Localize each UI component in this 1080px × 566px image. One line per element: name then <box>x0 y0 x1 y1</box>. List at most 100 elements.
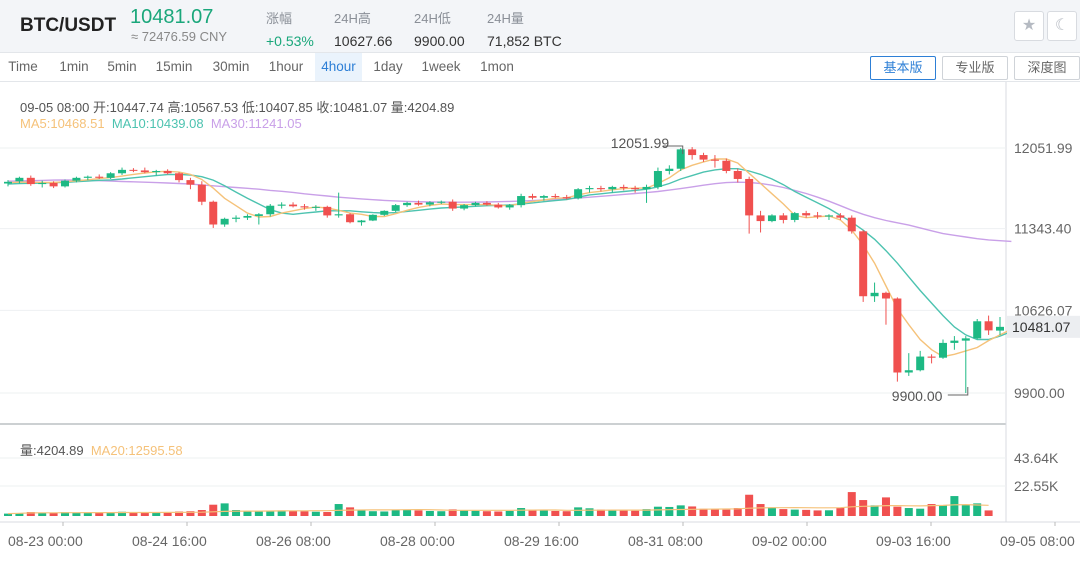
tab-time[interactable]: Time <box>8 59 38 74</box>
candle-body <box>323 206 332 216</box>
volume-bar <box>756 504 765 516</box>
tab-15min[interactable]: 15min <box>155 59 193 74</box>
ohlc-readout: 09-05 08:00 开:10447.74 高:10567.53 低:1040… <box>20 100 455 115</box>
volume-bars <box>4 492 993 516</box>
volume-bar <box>927 504 936 516</box>
volume-bar <box>83 512 92 516</box>
volume-bar <box>653 506 662 516</box>
volume-bar <box>437 511 446 516</box>
volume-bar <box>505 510 514 516</box>
candle-body <box>448 201 457 209</box>
candle-body <box>779 215 788 220</box>
volume-bar <box>608 509 617 516</box>
volume-bar <box>232 510 241 516</box>
tab-1hour[interactable]: 1hour <box>268 59 304 74</box>
volume-bar <box>254 511 263 516</box>
candle-body <box>368 214 377 221</box>
candle-body <box>220 218 229 225</box>
current-price-tag <box>1007 315 1080 338</box>
volume-bar <box>710 509 719 516</box>
ma30-line <box>7 179 1012 243</box>
stat-24h-volume: 24H量 71,852 BTC <box>487 8 562 49</box>
pair-name[interactable]: BTC/USDT <box>20 15 117 36</box>
volume-bar <box>289 510 298 516</box>
volume-bar <box>517 508 526 516</box>
candle-body <box>129 169 138 171</box>
candle-body <box>163 170 172 174</box>
candle-body <box>49 182 58 187</box>
candle-body <box>494 204 503 208</box>
candle-body <box>574 189 583 199</box>
ticker-header: BTC/USDT 10481.07 ≈ 72476.59 CNY 涨幅 +0.5… <box>0 0 1080 53</box>
moon-icon[interactable]: ☾ <box>1047 11 1077 41</box>
volume-bar <box>562 511 571 516</box>
min-marker-label: 9900.00 <box>892 388 943 404</box>
candle-body <box>15 177 24 182</box>
volume-bar <box>631 510 640 516</box>
volume-bar <box>152 512 161 516</box>
volume-bar <box>129 512 138 516</box>
volume-bar <box>448 509 457 516</box>
volume-bar <box>414 510 423 516</box>
volume-bar <box>163 512 172 516</box>
volume-bar <box>779 509 788 516</box>
candle-body <box>425 202 434 205</box>
candle-body <box>152 170 161 173</box>
volume-bar <box>425 510 434 516</box>
price-tick-label: 11343.40 <box>1014 221 1072 237</box>
depth-chart-button[interactable]: 深度图 <box>1014 56 1080 80</box>
volume-bar <box>368 511 377 516</box>
tab-1min[interactable]: 1min <box>59 59 89 74</box>
volume-value: 量:4204.89 <box>20 443 84 458</box>
max-marker-arrow <box>662 145 684 154</box>
tab-30min[interactable]: 30min <box>212 59 250 74</box>
candle-body <box>824 215 833 217</box>
volume-bar <box>38 512 47 516</box>
candle-body <box>881 292 890 299</box>
volume-bar <box>528 509 537 516</box>
volume-bar <box>596 509 605 516</box>
candle-body <box>870 292 879 297</box>
volume-bar <box>494 511 503 516</box>
pro-view-button[interactable]: 专业版 <box>942 56 1008 80</box>
stat-value: 10627.66 <box>334 33 393 49</box>
volume-bar <box>642 509 651 516</box>
candle-body <box>984 321 993 331</box>
volume-bar <box>870 505 879 516</box>
time-tick-label: 08-31 08:00 <box>628 533 703 549</box>
stat-change: 涨幅 +0.53% <box>266 8 314 49</box>
basic-view-button[interactable]: 基本版 <box>870 56 936 80</box>
volume-bar <box>916 508 925 516</box>
volume-bar <box>4 513 12 516</box>
volume-bar <box>859 500 868 516</box>
candle-body <box>289 204 298 207</box>
volume-bar <box>266 511 275 516</box>
candle-body <box>414 202 423 205</box>
candle-body <box>608 186 617 190</box>
volume-bar <box>95 512 104 516</box>
stat-label: 24H量 <box>487 11 524 26</box>
volume-bar <box>699 508 708 516</box>
volume-bar <box>482 511 491 516</box>
candle-body <box>334 214 343 216</box>
tab-5min[interactable]: 5min <box>107 59 137 74</box>
candle-body <box>767 215 776 222</box>
candle-body <box>357 220 366 223</box>
candle-body <box>38 182 47 185</box>
tab-4hour[interactable]: 4hour <box>315 53 362 81</box>
volume-bar <box>391 510 400 516</box>
candle-body <box>927 356 936 358</box>
candle-body <box>585 188 594 190</box>
tab-1day[interactable]: 1day <box>373 59 403 74</box>
candle-body <box>722 160 731 171</box>
volume-bar <box>403 509 412 516</box>
kline-chart[interactable]: 12051.99 11343.40 10626.07 9900.00 10481.07 4… <box>0 82 1080 566</box>
candle-body <box>813 215 822 217</box>
candle-body <box>380 210 389 215</box>
tab-1week[interactable]: 1week <box>421 59 461 74</box>
tab-1mon[interactable]: 1mon <box>480 59 514 74</box>
candle-body <box>95 176 104 178</box>
star-icon[interactable]: ★ <box>1014 11 1044 41</box>
volume-bar <box>61 512 70 516</box>
price-tick-label: 10626.07 <box>1014 302 1073 318</box>
